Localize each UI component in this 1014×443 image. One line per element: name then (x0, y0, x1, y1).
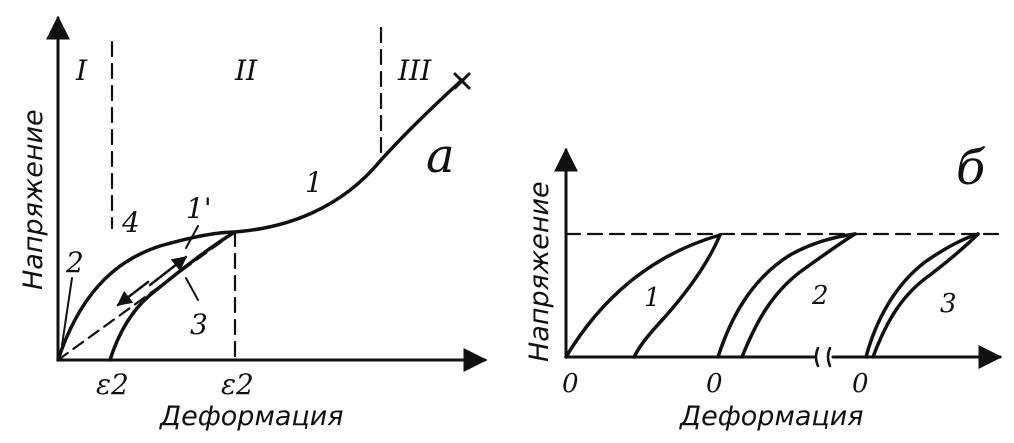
panel-a-x-axis-label: Деформация (159, 401, 344, 432)
curve-label-1: 1 (305, 166, 323, 199)
loop-3-inner (871, 232, 980, 359)
zero-label-1: 0 (562, 369, 579, 399)
curve-label-4: 4 (121, 206, 140, 239)
axis-break-icon (814, 346, 832, 368)
leader-curve-2 (61, 277, 73, 346)
loop-3-outer (864, 232, 980, 359)
curve-label-2: 2 (65, 246, 84, 279)
loop-2-inner (740, 232, 857, 359)
loop-1-loading (564, 233, 722, 359)
curve-1 (56, 78, 464, 362)
region-label-2: II (234, 54, 258, 87)
region-label-3: III (397, 54, 432, 87)
leader-curve-1prime (185, 225, 199, 249)
zero-label-3: 0 (852, 369, 869, 399)
x-tick-epsilon-1: ε2 (96, 368, 129, 401)
panel-a: а I II III 1 1' 2 3 4 ε2 ε2 Деформация Н… (18, 15, 488, 432)
loop-label-1: 1 (644, 283, 661, 313)
curve-label-3: 3 (190, 308, 208, 341)
panel-b-letter: б (956, 140, 986, 196)
panel-a-y-axis-label: Напряжение (18, 109, 49, 290)
zero-label-2: 0 (706, 369, 723, 399)
loop-label-3: 3 (940, 289, 957, 319)
panel-b: б 1 2 3 0 0 0 Деформация Напряжение (524, 140, 1003, 432)
leader-curve-3 (185, 277, 199, 301)
curve-4-arrow-up (148, 255, 188, 287)
curve-3 (108, 230, 237, 362)
panel-b-y-axis-label: Напряжение (524, 181, 555, 362)
loop-2-outer (716, 232, 857, 359)
panel-a-letter: а (426, 128, 455, 184)
fracture-cross-icon (453, 72, 471, 90)
curve-label-1prime: 1' (186, 192, 212, 225)
curve-2 (56, 230, 237, 362)
x-tick-epsilon-2: ε2 (221, 368, 254, 401)
loop-label-2: 2 (811, 281, 829, 311)
panel-b-x-axis-label: Деформация (679, 401, 864, 432)
region-label-1: I (75, 54, 88, 87)
loop-1-unloading (632, 233, 722, 359)
curve-4-arrow-down (116, 280, 150, 307)
